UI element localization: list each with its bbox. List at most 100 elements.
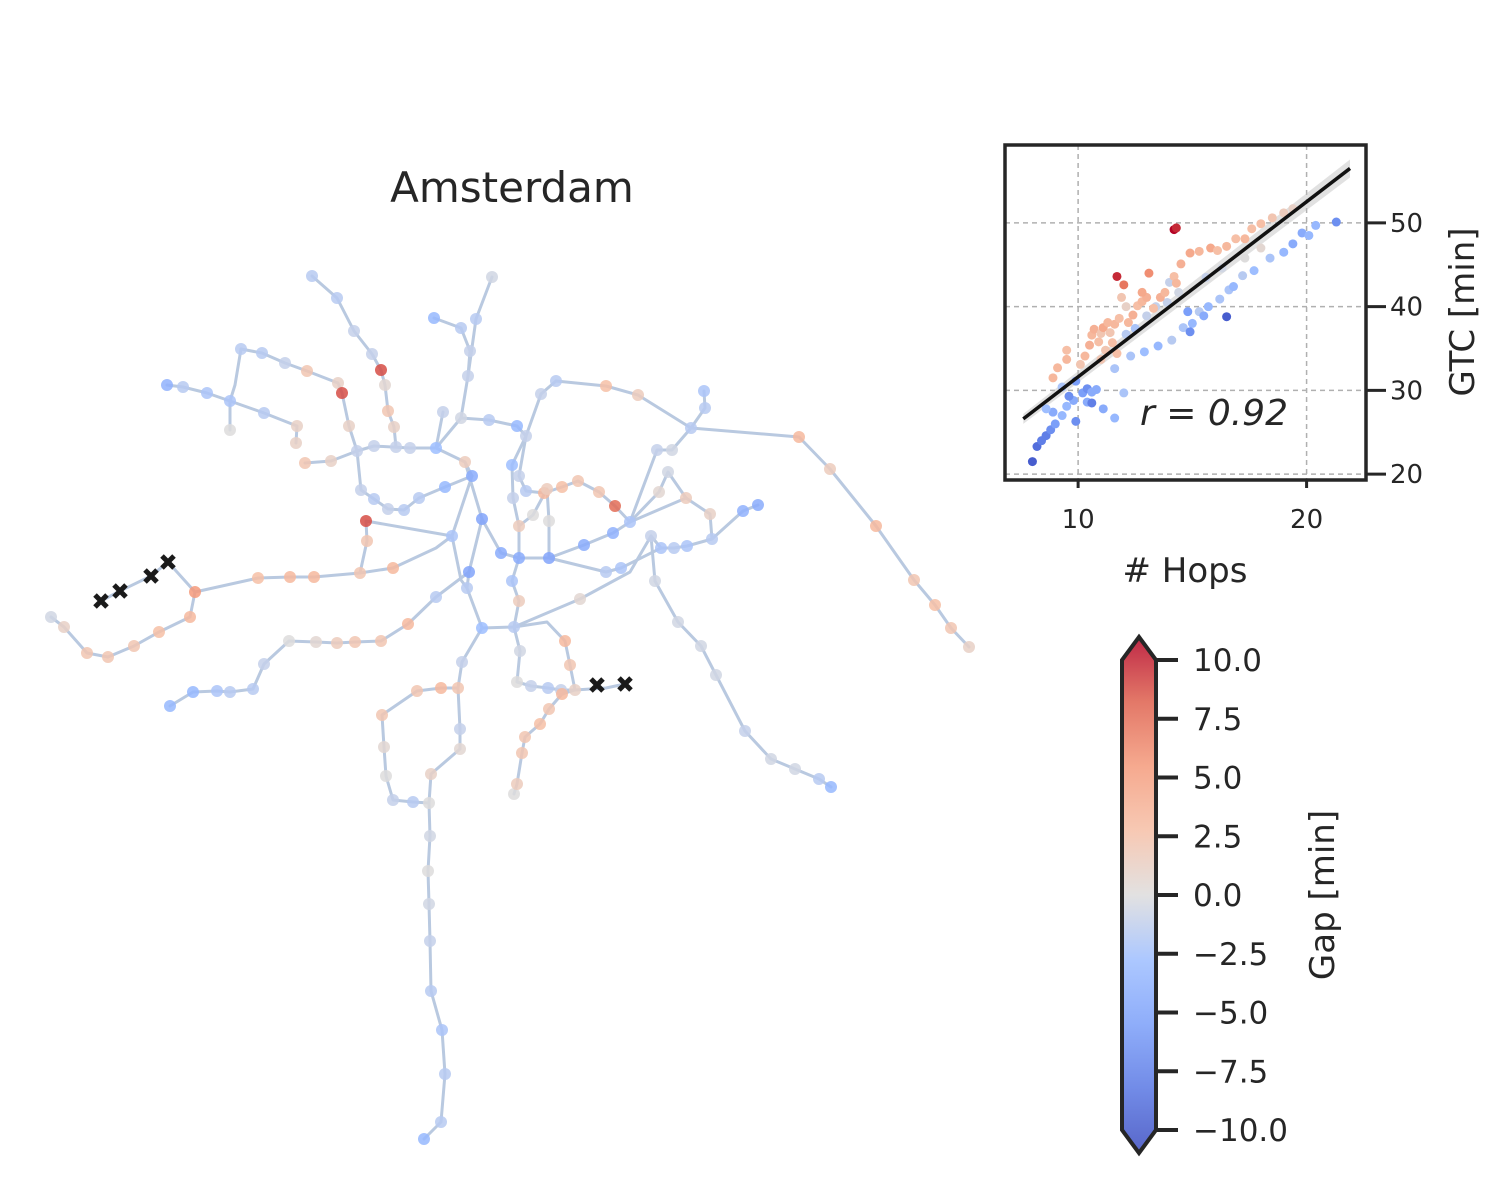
station-node xyxy=(283,635,295,647)
station-node xyxy=(649,575,661,587)
scatter-point xyxy=(1279,208,1289,218)
station-node xyxy=(201,387,213,399)
map-nodes xyxy=(45,270,975,1145)
station-node xyxy=(513,552,525,564)
station-node xyxy=(360,515,372,527)
station-node xyxy=(380,770,392,782)
scatter-point xyxy=(1075,359,1085,369)
scatter-point xyxy=(1050,419,1060,429)
scatter-point xyxy=(1112,349,1122,359)
station-node xyxy=(466,470,478,482)
station-node xyxy=(789,763,801,775)
scatter-point xyxy=(1048,373,1058,383)
station-node xyxy=(520,430,532,442)
station-node xyxy=(187,686,199,698)
scatter-point xyxy=(1144,268,1154,278)
station-node xyxy=(813,773,825,785)
station-node xyxy=(945,622,957,634)
station-node xyxy=(476,513,488,525)
scatter-point xyxy=(1091,385,1101,395)
station-node xyxy=(153,626,165,638)
station-node xyxy=(211,685,223,697)
station-node xyxy=(454,723,466,735)
station-node xyxy=(368,493,380,505)
station-node xyxy=(291,420,303,432)
map-edge xyxy=(689,426,971,649)
station-node xyxy=(653,486,665,498)
station-node xyxy=(668,542,680,554)
map-edge xyxy=(422,686,462,1141)
scatter-point xyxy=(1064,391,1074,401)
scatter-point xyxy=(1222,312,1232,322)
station-node xyxy=(519,731,531,743)
station-node xyxy=(310,636,322,648)
station-node xyxy=(58,621,70,633)
station-node xyxy=(513,470,525,482)
station-node xyxy=(514,645,526,657)
station-node xyxy=(685,422,697,434)
excluded-station-marker xyxy=(617,676,633,692)
station-node xyxy=(325,455,337,467)
station-node xyxy=(462,370,474,382)
excluded-station-marker xyxy=(93,593,109,609)
map-excluded-stations xyxy=(93,554,633,693)
station-node xyxy=(402,618,414,630)
station-node xyxy=(258,658,270,670)
scatter-point xyxy=(1228,282,1238,292)
excluded-station-marker xyxy=(112,583,128,599)
station-node xyxy=(258,407,270,419)
station-node xyxy=(435,682,447,694)
station-node xyxy=(534,718,546,730)
inset-x-ticks: 10 20 xyxy=(1062,480,1323,535)
station-node xyxy=(645,530,657,542)
colorbar-tick-label: 5.0 xyxy=(1193,761,1242,797)
scatter-point xyxy=(1178,323,1188,333)
station-node xyxy=(527,509,539,521)
station-node xyxy=(752,499,764,511)
station-node xyxy=(632,389,644,401)
station-node xyxy=(963,641,975,653)
station-node xyxy=(411,685,423,697)
scatter-point xyxy=(1062,345,1072,355)
inset-fit-line xyxy=(1022,167,1352,421)
station-node xyxy=(704,508,716,520)
station-node xyxy=(382,405,394,417)
station-node xyxy=(366,348,378,360)
station-node xyxy=(439,1068,451,1080)
station-node xyxy=(556,688,568,700)
station-node xyxy=(422,865,434,877)
colorbar-body xyxy=(1120,633,1158,1157)
scatter-point xyxy=(1149,303,1159,313)
station-node xyxy=(452,682,464,694)
scatter-point xyxy=(1053,363,1063,373)
station-node xyxy=(425,768,437,780)
station-node xyxy=(332,377,344,389)
scatter-point xyxy=(1171,223,1181,233)
station-node xyxy=(508,621,520,633)
scatter-point xyxy=(1279,247,1289,257)
station-node xyxy=(102,651,114,663)
map-edge xyxy=(310,274,398,449)
scatter-point xyxy=(1089,324,1099,334)
map-edge xyxy=(649,534,657,583)
station-node xyxy=(506,459,518,471)
scatter-point xyxy=(1247,224,1257,234)
station-node xyxy=(870,520,882,532)
station-node xyxy=(607,527,619,539)
station-node xyxy=(825,781,837,793)
station-node xyxy=(459,456,471,468)
station-node xyxy=(390,441,402,453)
scatter-point xyxy=(1231,234,1241,244)
station-node xyxy=(929,599,941,611)
y-tick-label: 20 xyxy=(1390,460,1423,490)
station-node xyxy=(511,676,523,688)
scatter-point xyxy=(1080,351,1090,361)
station-node xyxy=(525,680,537,692)
station-node xyxy=(455,322,467,334)
station-node xyxy=(699,402,711,414)
scatter-point xyxy=(1119,280,1129,290)
scatter-point xyxy=(1174,287,1184,297)
y-tick-label: 40 xyxy=(1390,293,1423,323)
inset-frame xyxy=(1003,143,1368,482)
station-node xyxy=(247,683,259,695)
